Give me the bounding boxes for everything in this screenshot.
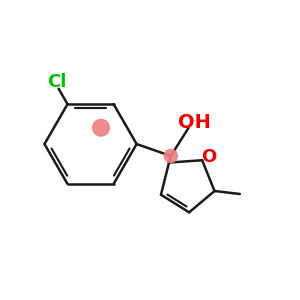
Circle shape [164,149,177,163]
Circle shape [93,119,109,136]
Text: O: O [201,148,216,166]
Text: OH: OH [178,113,210,132]
Text: Cl: Cl [47,73,67,91]
